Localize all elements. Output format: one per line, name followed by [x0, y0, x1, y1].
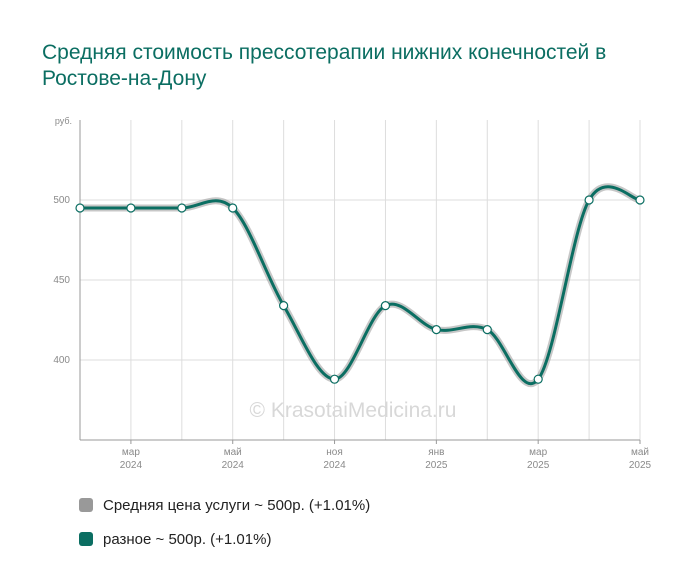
y-axis-unit-label: руб.	[55, 116, 72, 126]
legend-swatch-teal	[79, 532, 93, 546]
data-point	[380, 301, 391, 311]
chart-title: Средняя стоимость прессотерапии нижних к…	[42, 41, 607, 90]
x-tick-month: мар	[529, 447, 547, 458]
legend-label: разное ~ 500р. (+1.01%)	[103, 530, 272, 548]
x-tick-year: 2025	[527, 460, 550, 471]
data-point	[635, 195, 645, 205]
x-tick-year: 2025	[425, 460, 448, 471]
x-tick-month: ноя	[326, 447, 343, 458]
legend-swatch-grey	[79, 498, 93, 512]
y-axis-ticks: 400 450 500	[53, 195, 70, 366]
x-tick-year: 2024	[120, 460, 143, 471]
data-point	[533, 374, 543, 384]
x-tick-month: май	[631, 447, 649, 458]
data-point	[228, 203, 238, 213]
x-tick-year: 2024	[323, 460, 346, 471]
data-points	[75, 195, 645, 384]
grid	[79, 120, 641, 441]
data-point	[584, 195, 594, 205]
y-tick-label: 400	[53, 355, 70, 366]
data-point	[279, 301, 289, 311]
data-point	[126, 203, 136, 213]
data-point	[177, 203, 187, 213]
x-tick-month: май	[224, 447, 242, 458]
data-point	[431, 325, 441, 335]
x-tick-month: мар	[122, 447, 140, 458]
legend-item-average-price[interactable]: Средняя цена услуги ~ 500р. (+1.01%)	[79, 488, 370, 522]
y-tick-label: 500	[53, 195, 70, 206]
legend: Средняя цена услуги ~ 500р. (+1.01%) раз…	[79, 488, 370, 556]
series-line-average-price	[76, 183, 644, 387]
x-tick-month: янв	[428, 447, 444, 458]
x-tick-year: 2025	[629, 460, 652, 471]
data-point	[482, 325, 492, 335]
series-line-misc	[78, 185, 642, 385]
x-axis-ticks: мар 2024 май 2024 ноя 2024 янв 2025 мар 2025 май 20…	[120, 440, 652, 471]
data-point	[75, 203, 85, 213]
watermark: © KrasotaiMedicina.ru	[250, 399, 457, 422]
data-point	[329, 374, 340, 384]
series	[76, 183, 644, 387]
y-tick-label: 450	[53, 275, 70, 286]
legend-item-misc[interactable]: разное ~ 500р. (+1.01%)	[79, 522, 370, 556]
legend-label: Средняя цена услуги ~ 500р. (+1.01%)	[103, 496, 371, 514]
x-tick-year: 2024	[222, 460, 245, 471]
